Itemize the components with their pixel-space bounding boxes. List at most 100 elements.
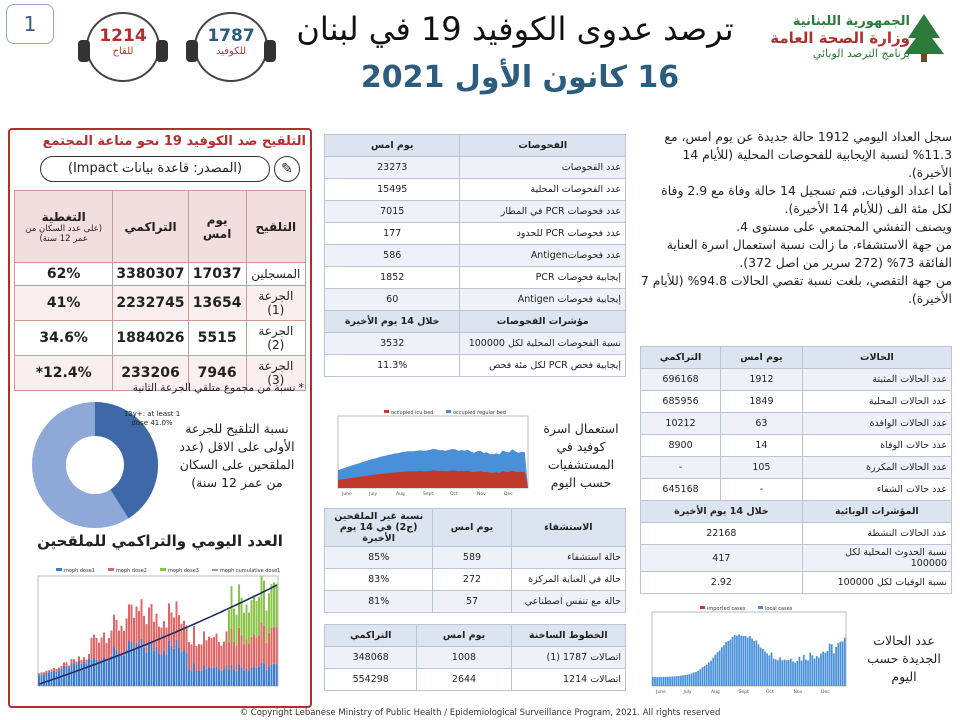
cases-header-yesterday: يوم امس xyxy=(720,346,803,369)
case-bar xyxy=(749,636,751,686)
vacc-bar xyxy=(253,666,255,686)
case-bar xyxy=(772,658,775,686)
vacc-bar xyxy=(273,663,275,686)
vacc-bar xyxy=(85,663,88,686)
vacc-bar xyxy=(148,607,150,644)
vacc-bar xyxy=(203,665,205,686)
cases-bars-group xyxy=(652,634,846,686)
vacc-row-label: الجرعة (2) xyxy=(245,320,307,356)
vacc-bar xyxy=(275,627,278,665)
case-bar xyxy=(658,676,661,686)
beds-month-label: July xyxy=(368,491,377,497)
summary-p1: سجل العداد اليومي 1912 حالة جديدة عن يوم… xyxy=(664,129,952,180)
cases-row-yesterday: 1912 xyxy=(720,368,803,391)
cases-ind-row-value: 22168 xyxy=(640,522,803,545)
vacc-bar xyxy=(203,631,205,666)
vacc-bar xyxy=(245,639,248,669)
case-bar xyxy=(835,647,837,686)
vacc-bar xyxy=(70,659,73,663)
hosp-header-label: الاستشفاء xyxy=(510,508,627,547)
vacc-bar xyxy=(245,668,248,686)
vacc-bar xyxy=(103,632,105,657)
cases-ind-row-label: نسبة الوفيات لكل 100000 xyxy=(801,571,953,594)
cases-row-cumulative: 685956 xyxy=(639,390,722,413)
cases-legend-imported: imported cases xyxy=(707,606,746,612)
case-bar xyxy=(725,641,728,686)
vacc-bar xyxy=(220,670,223,686)
vacc-bar xyxy=(223,641,225,670)
beds-month-label: Nov xyxy=(477,491,486,497)
cases-month-label: June xyxy=(655,689,666,695)
vacc-legend-dose3: moph dose3 xyxy=(168,568,199,574)
vacc-legend-dose1: moph dose1 xyxy=(64,568,95,574)
vacc-bar xyxy=(255,637,258,668)
vacc-bar xyxy=(268,633,270,667)
vacc-bar xyxy=(180,623,183,653)
case-bar xyxy=(703,665,706,686)
coverage-donut-chart xyxy=(32,402,158,528)
vacc-row-label: الجرعة (1) xyxy=(245,285,307,321)
case-bar xyxy=(779,657,781,686)
vacc-bar xyxy=(153,650,155,686)
donut-caption: نسبة التلقيح للجرعة الأولى على الاقل (عد… xyxy=(179,421,295,490)
vacc-bar xyxy=(45,672,48,686)
vacc-bar xyxy=(238,584,240,628)
case-bar xyxy=(839,641,842,686)
vacc-row-cumulative: 2232745 xyxy=(112,285,189,321)
vacc-bar xyxy=(183,650,185,686)
summary-p4: من جهة الاستشفاء، ما زالت نسبة استعمال ا… xyxy=(666,237,952,270)
vacc-bar xyxy=(275,583,278,628)
vacc-bar xyxy=(110,630,113,656)
vaccination-chart-title: العدد اليومي والتراكمي للملقحين xyxy=(37,532,283,550)
vacc-bar xyxy=(135,642,138,686)
vacc-bar xyxy=(150,603,153,642)
case-bar xyxy=(716,652,719,686)
case-bar xyxy=(807,660,809,686)
case-bar xyxy=(792,661,794,686)
vacc-row-cumulative: 233206 xyxy=(112,355,189,391)
vacc-bar xyxy=(228,669,230,686)
vacc-bar xyxy=(38,673,40,676)
cases-legend-local: local cases xyxy=(765,606,793,612)
vacc-bar xyxy=(83,657,85,662)
logo-line-3: برنامج الترصد الوبائي xyxy=(812,47,910,60)
cases-header-cumulative: التراكمي xyxy=(639,346,722,369)
vacc-bar xyxy=(260,575,263,624)
vacc-bar xyxy=(215,633,218,667)
case-bar xyxy=(731,636,734,686)
case-bar xyxy=(783,659,786,686)
vacc-bar xyxy=(118,655,120,686)
vacc-bar xyxy=(40,674,43,686)
vacc-bar xyxy=(113,614,115,648)
vacc-bar xyxy=(165,654,168,686)
hosp-row-yesterday: 57 xyxy=(432,590,512,613)
vacc-bar xyxy=(263,663,265,686)
case-bar xyxy=(798,656,801,686)
vacc-bar xyxy=(268,593,270,634)
vacc-bar xyxy=(198,670,200,686)
cases-ind-row-label: نسبة الحدوث المحلية لكل 100000 xyxy=(801,544,953,572)
cases-month-label: July xyxy=(683,689,692,695)
case-bar xyxy=(766,653,768,686)
case-bar xyxy=(770,652,773,686)
vacc-bar xyxy=(170,612,173,646)
vacc-row-yesterday: 17037 xyxy=(187,262,247,286)
vacc-row-coverage: 62% xyxy=(13,262,114,286)
vacc-bar xyxy=(108,659,110,686)
case-bar xyxy=(710,660,712,686)
vacc-bar xyxy=(190,670,193,686)
vacc-bar xyxy=(55,668,58,672)
vacc-bar xyxy=(185,625,188,653)
case-bar xyxy=(671,676,674,686)
vacc-bar xyxy=(260,662,263,686)
cases-month-label: Aug xyxy=(711,689,720,695)
hosp-row-pct: 83% xyxy=(323,568,434,591)
donut-data-label: 12y+: at least 1 dose 41.0% xyxy=(123,410,181,427)
vacc-bar xyxy=(68,668,70,686)
vacc-bar xyxy=(75,661,78,665)
vacc-bar xyxy=(193,625,195,664)
vacc-row-cumulative: 1884026 xyxy=(112,320,189,356)
vacc-bar xyxy=(100,659,103,686)
tests-ind-header-period: خلال 14 يوم الأخيرة xyxy=(323,310,461,333)
hotline-header-yesterday: يوم امس xyxy=(416,624,512,647)
